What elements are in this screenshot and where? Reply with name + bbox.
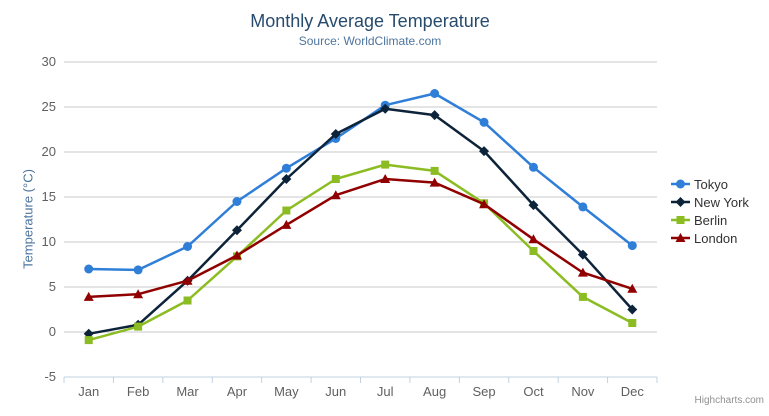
legend-symbol <box>675 233 686 242</box>
point-tokyo-May[interactable] <box>281 163 291 173</box>
legend-item-tokyo[interactable]: Tokyo <box>671 176 749 192</box>
x-axis-label: Dec <box>621 384 645 399</box>
point-new-york-Aug[interactable] <box>429 110 440 121</box>
point-tokyo-Feb[interactable] <box>133 265 143 275</box>
point-tokyo-Oct[interactable] <box>528 162 538 172</box>
point-london-Jan[interactable] <box>83 291 94 301</box>
y-axis-label: 5 <box>49 279 56 294</box>
legend-label: Tokyo <box>694 176 728 192</box>
point-london-Mar[interactable] <box>182 275 193 285</box>
point-tokyo-Sep[interactable] <box>479 117 489 127</box>
point-tokyo-Mar[interactable] <box>183 242 193 251</box>
x-axis-label: Jul <box>377 384 394 399</box>
y-axis-title: Temperature (°C) <box>20 169 36 269</box>
chart-subtitle: Source: WorldClimate.com <box>298 34 442 48</box>
series-line-tokyo[interactable] <box>87 92 634 272</box>
point-tokyo-Aug[interactable] <box>430 89 440 98</box>
point-new-york-Dec[interactable] <box>627 304 638 315</box>
point-tokyo-Apr[interactable] <box>232 197 242 206</box>
legend-symbol <box>675 197 686 207</box>
point-new-york-Sep[interactable] <box>479 146 490 157</box>
legend-marker-icon <box>671 216 690 224</box>
x-axis-label: Oct <box>523 384 544 399</box>
legend-item-berlin[interactable]: Berlin <box>671 212 749 228</box>
legend-label: London <box>694 230 738 246</box>
point-new-york-Oct[interactable] <box>528 200 539 211</box>
point-berlin-May[interactable] <box>282 206 291 215</box>
point-new-york-Jun[interactable] <box>330 129 341 139</box>
x-axis-label: Nov <box>571 384 595 399</box>
legend-symbol <box>676 216 685 224</box>
point-berlin-Feb[interactable] <box>134 322 143 331</box>
legend-marker-icon <box>671 233 690 242</box>
point-berlin-Jun[interactable] <box>331 175 340 183</box>
legend: Tokyo New York Berlin London <box>671 176 749 246</box>
legend-item-new-york[interactable]: New York <box>671 194 749 210</box>
point-new-york-Jul[interactable] <box>380 103 391 114</box>
x-axis-label: Mar <box>176 384 199 399</box>
y-axis-label: 25 <box>42 99 56 114</box>
point-london-Aug[interactable] <box>429 177 440 187</box>
x-axis-label: May <box>274 384 299 399</box>
point-new-york-May[interactable] <box>281 174 292 184</box>
y-axis-label: 0 <box>49 324 56 339</box>
series-line-new-york[interactable] <box>87 107 634 336</box>
point-london-Jun[interactable] <box>330 190 341 200</box>
point-berlin-Nov[interactable] <box>578 292 587 301</box>
y-axis-label: 20 <box>42 144 56 159</box>
y-axis-label: 10 <box>42 234 56 249</box>
point-london-Dec[interactable] <box>627 283 638 293</box>
series-line-berlin[interactable] <box>87 163 634 342</box>
legend-marker-icon <box>671 197 690 207</box>
y-axis-label: 30 <box>42 54 56 69</box>
x-axis-label: Feb <box>127 384 149 399</box>
y-axis-label: -5 <box>44 369 56 384</box>
legend-label: Berlin <box>694 212 728 228</box>
point-london-May[interactable] <box>281 219 292 229</box>
legend-item-london[interactable]: London <box>671 230 749 246</box>
legend-marker-icon <box>671 179 690 189</box>
y-axis-label: 15 <box>42 189 56 204</box>
point-berlin-Mar[interactable] <box>183 296 192 305</box>
x-axis-label: Jun <box>325 384 346 399</box>
point-new-york-Nov[interactable] <box>577 249 588 260</box>
legend-label: New York <box>694 194 749 210</box>
point-berlin-Oct[interactable] <box>529 247 538 255</box>
point-tokyo-Jan[interactable] <box>84 264 94 274</box>
chart-title: Monthly Average Temperature <box>250 11 490 31</box>
legend-symbol <box>676 179 685 189</box>
point-berlin-Dec[interactable] <box>628 319 637 327</box>
point-london-Apr[interactable] <box>231 250 242 260</box>
point-berlin-Aug[interactable] <box>430 166 439 175</box>
point-london-Jul[interactable] <box>380 174 391 183</box>
point-london-Sep[interactable] <box>479 199 490 209</box>
credits-link[interactable]: Highcharts.com <box>694 395 764 406</box>
series-line-london[interactable] <box>87 177 634 299</box>
point-new-york-Apr[interactable] <box>231 225 242 236</box>
point-tokyo-Dec[interactable] <box>627 241 637 251</box>
point-london-Oct[interactable] <box>528 234 539 244</box>
point-london-Nov[interactable] <box>577 267 588 277</box>
point-berlin-Jul[interactable] <box>381 160 390 169</box>
point-london-Feb[interactable] <box>133 289 144 299</box>
x-axis-label: Jan <box>78 384 99 399</box>
x-axis-label: Aug <box>423 384 446 399</box>
x-axis-label: Sep <box>472 384 495 399</box>
point-berlin-Jan[interactable] <box>84 336 93 345</box>
x-axis-label: Apr <box>227 384 248 399</box>
point-tokyo-Nov[interactable] <box>578 202 588 212</box>
